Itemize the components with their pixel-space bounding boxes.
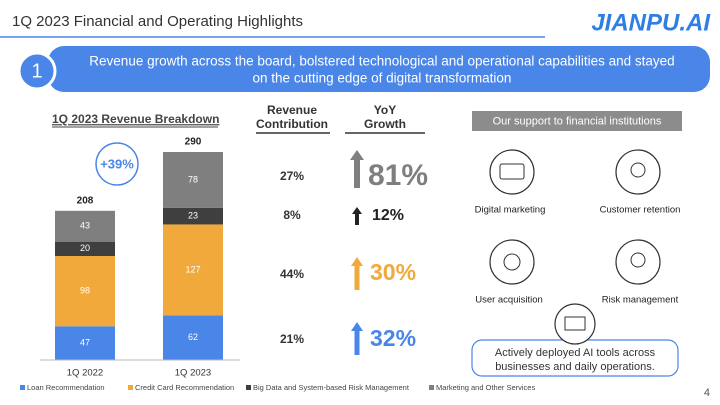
total-label: 208 [77,195,94,206]
bar-segment [163,315,223,360]
chart-title: 1Q 2023 Revenue Breakdown [52,112,219,126]
banner-text: on the cutting edge of digital transform… [253,71,512,86]
legend-label: Credit Card Recommendation [135,383,234,392]
icon [615,149,661,195]
arrow [352,207,362,225]
x-tick-label: 1Q 2022 [67,368,103,379]
support-title: Our support to financial institutions [493,115,662,127]
column-header: YoY [374,103,396,117]
growth: 81% [368,159,428,192]
icon [554,303,596,345]
banner [48,46,710,92]
banner-badge [17,51,57,91]
chart: 47 98 20 43 208 1Q 2022 62 127 23 78 290 1Q 2023 Loa… [20,137,535,392]
growth: 30% [370,259,416,285]
column-header: Contribution [256,117,328,131]
bar-segment [163,207,223,225]
legend-label: Loan Recommendation [27,383,105,392]
legend-swatch [128,385,133,390]
legend-swatch [429,385,434,390]
segment-label: 43 [80,221,90,231]
legend-swatch [246,385,251,390]
bar-segment [163,224,223,316]
segment-label: 127 [185,264,200,274]
growth: 32% [370,325,416,351]
arrow [350,150,364,188]
column-header: Revenue [267,103,317,117]
contribution: 44% [280,267,304,281]
bar-segment [55,326,115,360]
bar-segment [163,152,223,208]
segment-label: 23 [188,211,198,221]
header-title: 1Q 2023 Financial and Operating Highligh… [12,13,303,30]
segment-label: 62 [188,332,198,342]
total-label: 290 [185,137,202,148]
page-number: 4 [704,387,710,399]
contribution: 8% [283,208,301,222]
arrow [351,257,363,290]
support-header [472,111,682,131]
support-item: Customer retention [600,205,681,216]
banner-number: 1 [31,60,42,82]
icon [489,149,535,195]
icon-glyph [630,162,646,178]
bar-segment [55,256,115,327]
contribution: 27% [280,169,304,183]
support-footer-text: Actively deployed AI tools across [495,347,656,359]
support-footer-text: businesses and daily operations. [495,361,655,373]
x-tick-label: 1Q 2023 [175,368,211,379]
contribution: 21% [280,332,304,346]
growth-annotation: +39% [100,156,134,171]
legend-label: Marketing and Other Services [436,383,535,392]
arrow [351,322,363,355]
icon-glyph [499,163,525,180]
support-item: Risk management [602,295,679,306]
icon [489,239,535,285]
icon-glyph [630,252,646,268]
icon-glyph [564,316,586,331]
icon [615,239,661,285]
legend-swatch [20,385,25,390]
growth: 12% [372,207,404,224]
icon-glyph [503,253,521,271]
segment-label: 47 [80,338,90,348]
growth-badge [95,142,139,186]
segment-label: 98 [80,286,90,296]
bar-segment [55,210,115,242]
column-header: Growth [364,117,406,131]
logo: JIANPU.AI [591,9,711,36]
support-item: User acquisition [475,295,543,306]
support-item: Digital marketing [475,205,546,216]
bar-segment [55,241,115,256]
banner-text: Revenue growth across the board, bolster… [89,54,674,69]
legend-label: Big Data and System-based Risk Managemen… [253,383,410,392]
segment-label: 20 [80,243,90,253]
segment-label: 78 [188,174,198,184]
